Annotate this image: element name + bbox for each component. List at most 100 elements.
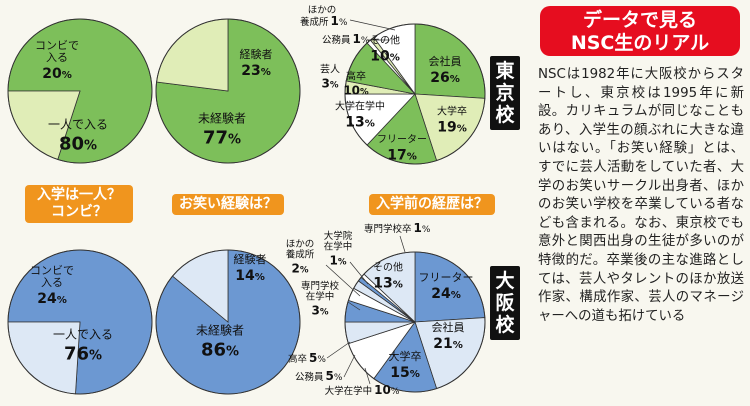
osaka-enrollment-slice-2-name-1: コンビで — [30, 264, 74, 277]
tokyo-experience-slice-2-label: 経験者 23% — [240, 47, 273, 79]
osaka-background-slice-4-text: 大学在学中 10% — [325, 383, 400, 397]
osaka-background-slice-11-name: その他 — [373, 261, 403, 274]
tokyo-enrollment-slice-1-label: 一人で入る 80% — [48, 118, 108, 155]
osaka-enrollment-outline — [7, 249, 153, 395]
tokyo-experience-slice-2-name: 経験者 — [240, 47, 273, 61]
osaka-experience-slice-1-label: 未経験者 86% — [196, 323, 244, 361]
tokyo-background-slice-5-name: 芸人 — [320, 63, 340, 76]
tokyo-background-slice-5-value: 3% — [321, 77, 338, 91]
tokyo-background-slice-7-label: 公務員 1% — [322, 32, 370, 46]
osaka-background-slice-5-label: 公務員 5% — [295, 369, 343, 383]
osaka-background-pie — [344, 251, 486, 393]
tokyo-background-slice-1-value: 26% — [430, 70, 460, 86]
osaka-background-slice-2-name: 会社員 — [432, 320, 465, 334]
osaka-background-slice-5-text: 公務員 5% — [295, 369, 343, 383]
osaka-background-slice-1-value: 24% — [431, 286, 461, 302]
osaka-background-outline — [344, 251, 486, 393]
background-section-label: 入学前の経歴は？ — [369, 194, 495, 215]
tokyo-background-slice-9-label: その他 10% — [370, 34, 400, 65]
tokyo-enrollment-slice-1-name: 一人で入る — [48, 118, 108, 132]
osaka-experience-slice-2-name: 経験者 — [234, 252, 267, 266]
tokyo-background-slice-2-label: 大学卒 19% — [437, 105, 467, 136]
tokyo-background-slice-9-name: その他 — [370, 34, 400, 47]
tokyo-background-slice-6-value: 10% — [343, 84, 369, 98]
osaka-background-slice-2-value: 21% — [433, 336, 463, 352]
tokyo-background-slice-3-name: フリーター — [377, 134, 427, 146]
tokyo-background-slice-3-label: フリーター 17% — [377, 134, 427, 164]
osaka-background-slice-6-leader — [326, 341, 351, 359]
osaka-background-slice-2-label: 会社員 21% — [432, 320, 465, 352]
tokyo-background-slice-6-name: 高卒 — [346, 70, 366, 83]
osaka-background-slice-8-name-1: ほかの — [286, 239, 315, 250]
enrollment-label-line1: 入学は一人？ — [37, 187, 121, 203]
tokyo-background-slice-2-value: 19% — [437, 120, 467, 136]
osaka-background-slice-6-label: 高卒 5% — [288, 351, 326, 365]
osaka-background-slice-6-text: 高卒 5% — [288, 351, 326, 365]
tokyo-background-slice-4-name: 大学在学中 — [335, 100, 385, 113]
tokyo-background-slice-8-name-1: ほかの — [308, 5, 337, 16]
osaka-background-slice-8-value: 2% — [291, 262, 308, 276]
experience-section-label: お笑い経験は？ — [172, 194, 284, 215]
osaka-background-slice-11-label: その他 13% — [373, 261, 403, 292]
tokyo-background-slice-9-value: 10% — [370, 49, 400, 65]
osaka-campus-label: 大阪校 — [490, 266, 520, 340]
osaka-background-slice-4-label: 大学在学中 10% — [325, 383, 400, 397]
osaka-enrollment-slice-1-label: 一人で入る 76% — [53, 328, 113, 365]
osaka-experience-pie — [155, 249, 301, 395]
title-box: データで見る NSC生のリアル — [540, 6, 740, 56]
tokyo-experience-slice-2 — [156, 18, 229, 92]
osaka-background-slice-3-name: 大学卒 — [389, 349, 422, 363]
title-line1: データで見る — [582, 9, 697, 31]
title-line2: NSC生のリアル — [570, 32, 710, 54]
enrollment-label-line2: コンビ？ — [51, 204, 107, 220]
tokyo-enrollment-pie — [7, 18, 153, 164]
osaka-background-slice-9-value: 1% — [329, 254, 346, 268]
osaka-background-slice-9-name-1: 大学院 — [324, 230, 353, 242]
tokyo-background-slice-3-value: 17% — [387, 148, 417, 164]
osaka-background-slice-3-value: 15% — [390, 365, 420, 381]
osaka-background-slice-4-leader — [364, 367, 371, 385]
osaka-background-slice-3-label: 大学卒 15% — [389, 349, 422, 381]
osaka-background-slice-7-name-2: 在学中 — [306, 291, 335, 303]
osaka-background-slice-7-value: 3% — [311, 304, 328, 318]
osaka-enrollment-pie — [7, 249, 153, 395]
osaka-background-slice-8-leader — [325, 264, 361, 297]
tokyo-enrollment-slice-2-name-2: 入る — [46, 51, 68, 64]
osaka-experience-slice-2-label: 経験者 14% — [234, 252, 267, 284]
tokyo-background-slice-1-label: 会社員 26% — [429, 54, 462, 86]
tokyo-background-slice-2-name: 大学卒 — [437, 105, 467, 118]
osaka-experience-slice-1-value: 86% — [201, 340, 239, 361]
tokyo-campus-label: 東京校 — [490, 56, 520, 130]
tokyo-background-slice-7-text: 公務員 1% — [322, 32, 370, 46]
tokyo-experience-slice-1-name: 未経験者 — [198, 111, 246, 126]
osaka-enrollment-slice-1-value: 76% — [64, 344, 102, 365]
tokyo-background-outline — [344, 23, 486, 165]
osaka-experience-outline — [155, 249, 301, 395]
osaka-experience-slice-1-name: 未経験者 — [196, 323, 244, 338]
tokyo-enrollment-slice-2-name-1: コンビで — [35, 39, 79, 52]
osaka-background-slice-5-leader — [343, 354, 356, 378]
osaka-background-slice-1-label: フリーター 24% — [419, 271, 474, 302]
osaka-enrollment-slice-2-name-2: 入る — [41, 276, 63, 289]
enrollment-section-label: 入学は一人？ コンビ？ — [25, 185, 133, 223]
tokyo-background-slice-8-label: 養成所 1% — [300, 14, 348, 28]
osaka-background-slice-10-label: 専門学校卒 1% — [364, 221, 431, 235]
osaka-experience-slice-2-value: 14% — [235, 268, 265, 284]
tokyo-experience-slice-1-value: 77% — [203, 128, 241, 149]
osaka-enrollment-slice-1-name: 一人で入る — [53, 328, 113, 342]
tokyo-experience-slice-2-value: 23% — [241, 63, 271, 79]
tokyo-background-slice-8-leader — [349, 19, 396, 31]
tokyo-enrollment-slice-1-value: 80% — [59, 134, 97, 155]
osaka-background-slice-8-name-2: 養成所 — [286, 249, 315, 261]
tokyo-background-slice-5-label: 芸人3% — [320, 63, 340, 91]
tokyo-experience-outline — [155, 18, 301, 164]
tokyo-experience-pie — [155, 18, 301, 164]
osaka-background-slice-9-name-2: 在学中 — [324, 241, 353, 253]
tokyo-background-slice-1-name: 会社員 — [429, 54, 462, 68]
